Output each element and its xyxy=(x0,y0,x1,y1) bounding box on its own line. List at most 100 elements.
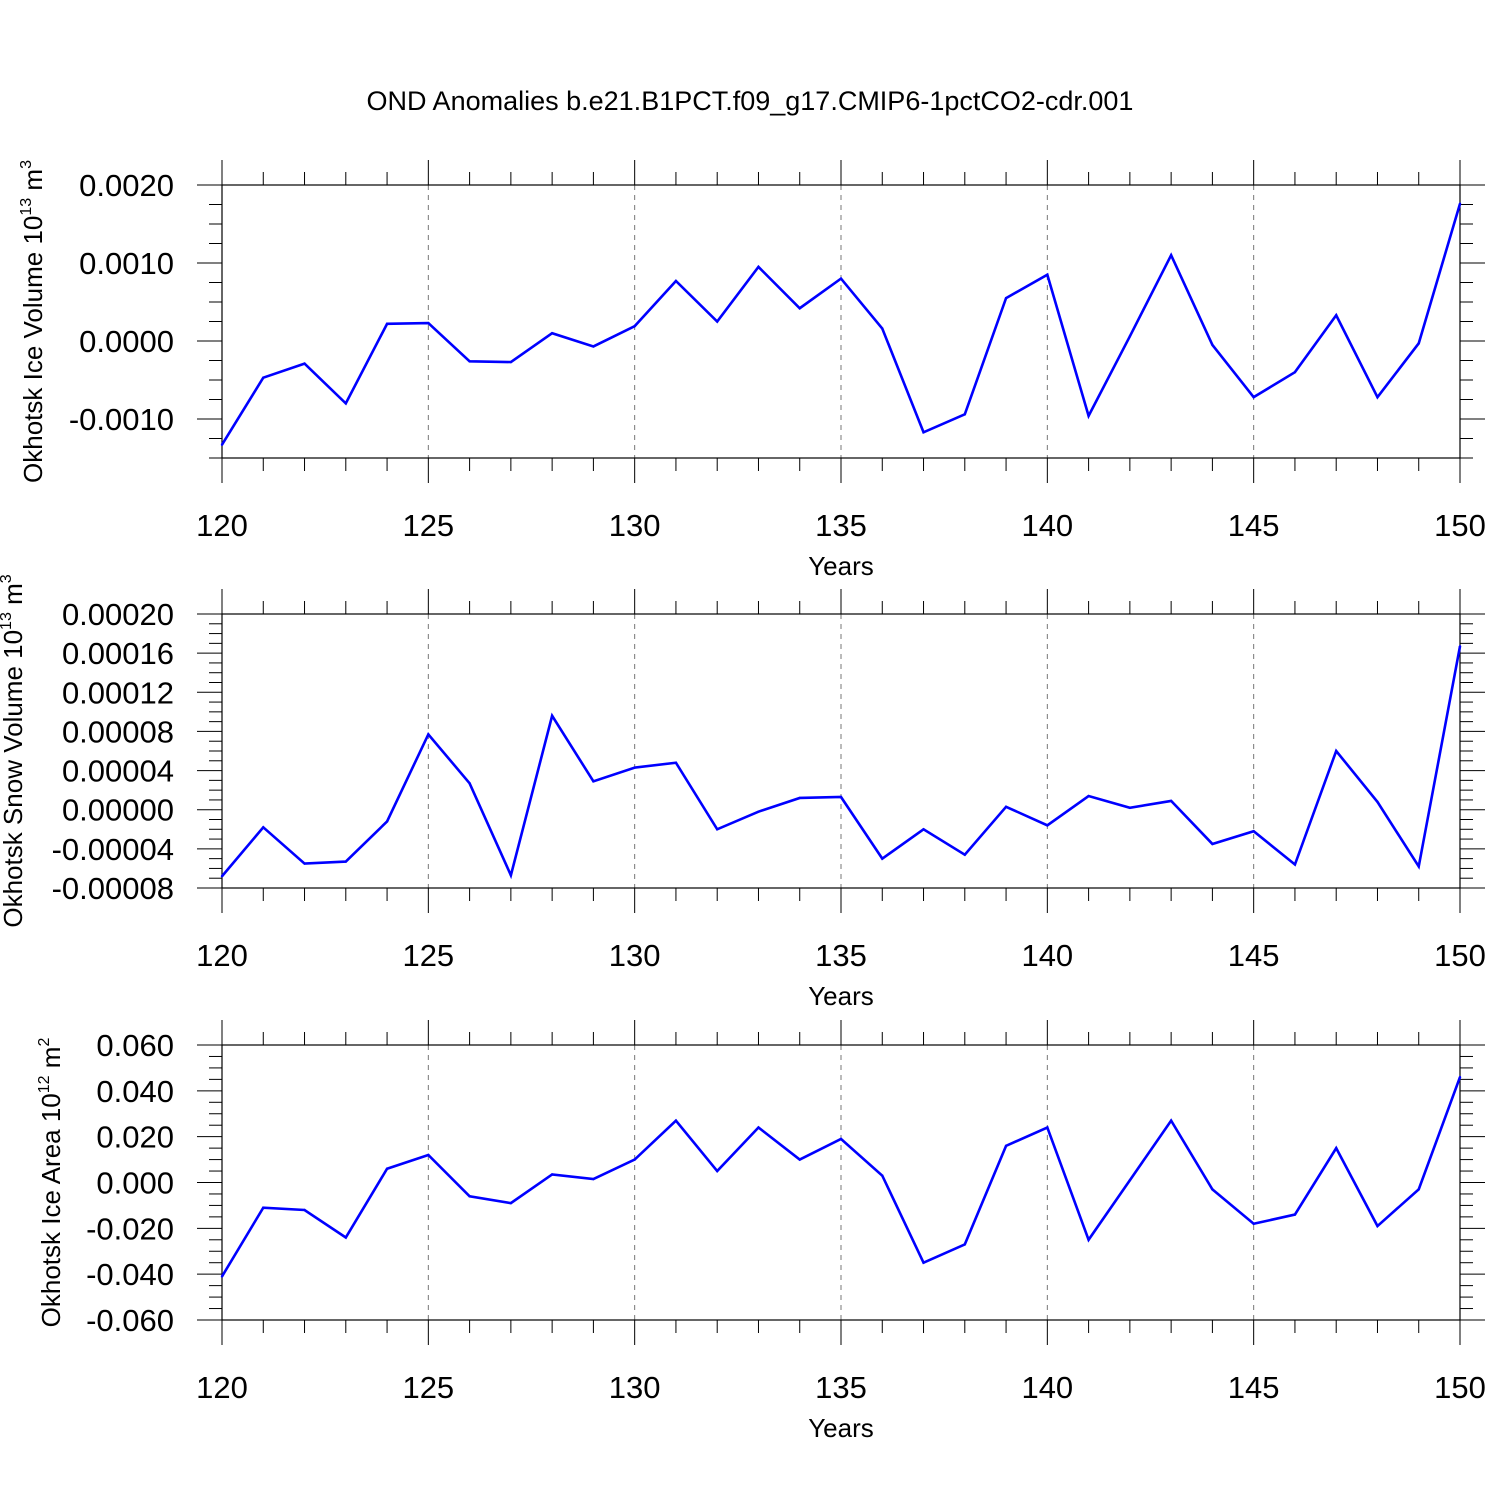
y-axis-label-part: m xyxy=(36,1047,66,1076)
data-point xyxy=(1004,1144,1008,1148)
data-point xyxy=(262,1206,265,1209)
y-tick-label: 0.060 xyxy=(96,1028,174,1063)
x-tick-label: 145 xyxy=(1228,508,1280,543)
x-tick-label: 135 xyxy=(815,1370,867,1405)
data-point xyxy=(1128,806,1132,809)
y-tick-label: 0.00000 xyxy=(62,793,174,828)
data-point xyxy=(798,307,801,310)
y-axis-label-part: Okhotsk Ice Volume 10 xyxy=(18,216,48,483)
data-point xyxy=(550,332,554,335)
data-point xyxy=(798,1158,801,1161)
y-tick-label: 0.00016 xyxy=(62,636,174,671)
data-point xyxy=(509,874,513,877)
data-point xyxy=(592,1177,595,1181)
y-axis-label-part: m xyxy=(0,583,28,612)
x-tick-label: 150 xyxy=(1434,1370,1486,1405)
x-tick-label: 125 xyxy=(402,938,454,973)
data-point xyxy=(963,413,966,416)
data-point xyxy=(1128,1179,1132,1182)
data-point xyxy=(716,1169,719,1173)
x-tick-label: 120 xyxy=(196,508,248,543)
x-axis-label: Years xyxy=(808,551,874,581)
x-tick-label: 130 xyxy=(609,1370,661,1405)
data-point xyxy=(1293,371,1297,374)
y-tick-label: 0.00020 xyxy=(62,597,174,632)
y-axis-label-superscript: 13 xyxy=(0,612,15,630)
panel-3: -0.060 -0.040 -0.020 0.000 0.020 0.040 0.060 12… xyxy=(36,1020,1486,1443)
data-point xyxy=(1211,842,1214,846)
x-tick-label: 135 xyxy=(815,938,867,973)
data-point xyxy=(1004,805,1008,808)
data-point xyxy=(1169,799,1173,803)
y-axis-label-superscript: 3 xyxy=(0,574,15,583)
data-point xyxy=(1458,645,1462,648)
data-point xyxy=(1417,342,1420,345)
data-point xyxy=(757,265,760,269)
data-point xyxy=(427,1153,430,1157)
data-point xyxy=(1335,1146,1338,1150)
data-point xyxy=(509,1201,513,1205)
x-tick-label: 140 xyxy=(1021,938,1073,973)
data-point xyxy=(881,1174,884,1177)
y-axis-label: Okhotsk Snow Volume 1013 m3 xyxy=(0,574,28,927)
data-point xyxy=(592,345,595,348)
y-tick-label: 0.0020 xyxy=(79,168,174,203)
x-tick-label: 145 xyxy=(1228,938,1280,973)
y-axis-label-superscript: 12 xyxy=(36,1075,53,1093)
data-point xyxy=(427,733,430,736)
y-tick-label: 0.0010 xyxy=(79,246,174,281)
y-axis-label-superscript: 13 xyxy=(18,198,35,216)
data-point xyxy=(1376,1224,1379,1228)
y-tick-label: 0.000 xyxy=(96,1166,174,1201)
data-point xyxy=(1252,1222,1255,1225)
y-axis-label-part: m xyxy=(18,169,48,198)
x-tick-label: 130 xyxy=(609,938,661,973)
data-point xyxy=(922,828,925,831)
data-point xyxy=(674,761,678,764)
data-point xyxy=(839,1137,843,1141)
data-point xyxy=(262,376,265,379)
data-point xyxy=(881,327,884,330)
data-point xyxy=(385,322,389,326)
data-point xyxy=(674,279,678,283)
data-point xyxy=(1417,1188,1420,1191)
data-point xyxy=(1169,1119,1173,1122)
data-point xyxy=(1376,800,1379,804)
data-point xyxy=(881,857,884,860)
y-axis-label: Okhotsk Ice Volume 1013 m3 xyxy=(18,160,48,483)
data-point xyxy=(757,810,760,813)
data-point xyxy=(963,853,966,856)
data-point xyxy=(1335,314,1338,317)
y-axis-label-part: Okhotsk Ice Area 10 xyxy=(36,1093,66,1327)
data-point xyxy=(592,780,595,783)
y-tick-label: -0.040 xyxy=(86,1257,174,1292)
data-point xyxy=(839,795,843,799)
y-tick-label: 0.040 xyxy=(96,1074,174,1109)
data-point xyxy=(550,714,554,717)
data-point xyxy=(220,443,224,446)
data-point xyxy=(757,1126,760,1129)
data-point xyxy=(1087,1238,1090,1241)
data-point xyxy=(1169,254,1173,257)
panel-1: -0.0010 0.0000 0.0010 0.0020 120 125 130 135 140… xyxy=(18,160,1486,581)
data-point xyxy=(468,782,471,785)
data-point xyxy=(385,1167,389,1170)
x-tick-label: 150 xyxy=(1434,938,1486,973)
chart-title: OND Anomalies b.e21.B1PCT.f09_g17.CMIP6-… xyxy=(367,86,1134,116)
y-tick-label: 0.00004 xyxy=(62,754,174,789)
data-point xyxy=(1376,395,1379,399)
data-point xyxy=(1046,273,1049,276)
data-point xyxy=(716,320,719,323)
data-point xyxy=(922,431,925,434)
data-point xyxy=(839,277,843,280)
x-tick-label: 125 xyxy=(402,1370,454,1405)
data-point xyxy=(674,1119,678,1122)
data-point xyxy=(262,826,265,829)
y-tick-label: -0.0010 xyxy=(69,402,174,437)
data-point xyxy=(1211,343,1214,347)
data-point xyxy=(1211,1188,1214,1191)
y-axis-label-part: Okhotsk Snow Volume 10 xyxy=(0,630,28,928)
data-point xyxy=(1252,395,1255,399)
data-point xyxy=(303,362,306,365)
